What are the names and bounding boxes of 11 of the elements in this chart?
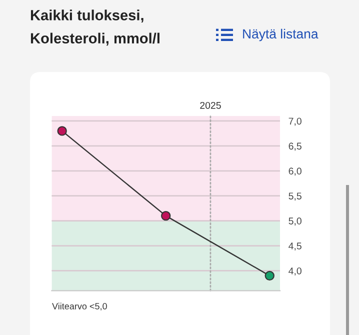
y-tick-label: 7,0	[288, 118, 302, 126]
y-tick-label: 5,0	[288, 218, 302, 226]
text: Näytä listana	[243, 28, 318, 42]
text: Viitearvo <5,0	[52, 302, 107, 310]
chart-title: Kaikki tuloksesi, Kolesteroli, mmol/l	[30, 10, 160, 46]
y-tick-label: 4,0	[288, 267, 302, 276]
y-tick-label: 5,5	[288, 192, 302, 201]
y-tick-label: 6,5	[288, 142, 302, 151]
y-tick-label: 6,0	[288, 168, 302, 176]
text: 2025	[200, 102, 221, 109]
y-tick-label: 4,5	[288, 242, 302, 251]
